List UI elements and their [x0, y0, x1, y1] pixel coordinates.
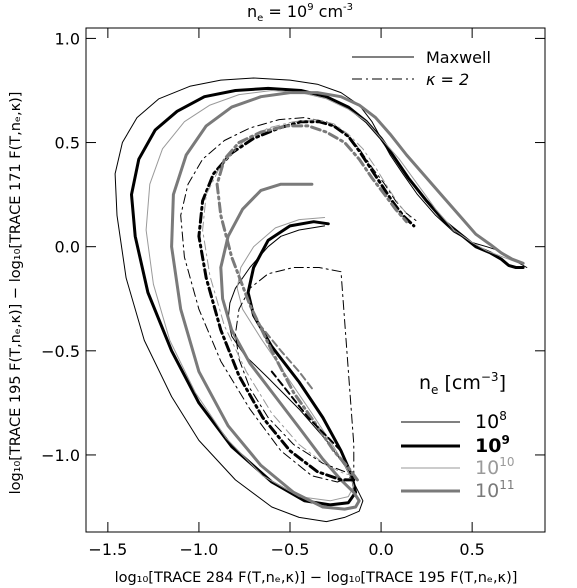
plot-frame	[85, 27, 546, 533]
title-sub: e	[257, 13, 263, 24]
x-tick-label: −0.5	[271, 540, 310, 559]
density-legend-label-1e8: 108	[475, 409, 507, 433]
axes: −1.5 −1.0 −0.5 0.0 0.5 1.0 0.5 0.0 −0.5 −1.0	[41, 28, 545, 559]
x-tick-label: −1.0	[179, 540, 218, 559]
series-line	[197, 120, 416, 482]
x-tick-label: 0.0	[368, 540, 393, 559]
y-tick-label: 1.0	[55, 29, 80, 48]
series-line	[256, 320, 313, 390]
legend-kappa-label: κ = 2	[426, 70, 469, 89]
legend-maxwell-label: Maxwell	[426, 48, 491, 67]
series-line	[215, 124, 409, 482]
title-n: n	[247, 2, 257, 21]
x-tick-label: −1.5	[88, 540, 127, 559]
title-unit: cm	[314, 2, 343, 21]
y-tick-label: 0.0	[55, 238, 80, 257]
density-legend-label-1e11: 1011	[475, 478, 514, 502]
svg-text:ne = 109 cm-3: ne = 109 cm-3	[247, 2, 353, 24]
title-sup: 9	[307, 2, 313, 13]
x-tick-label: 0.5	[459, 540, 484, 559]
series-layer	[114, 77, 528, 523]
series-line	[145, 90, 520, 502]
title-eq: = 10	[263, 2, 307, 21]
y-tick-label: −1.0	[41, 446, 80, 465]
title-unit-sup: -3	[343, 2, 353, 13]
series-line	[130, 86, 525, 507]
style-legend: Maxwell κ = 2	[352, 48, 491, 89]
y-tick-label: 0.5	[55, 134, 80, 153]
y-tick-label: −0.5	[41, 342, 80, 361]
series-line	[114, 77, 528, 523]
density-legend: ne [cm−3] 108 109 1010 1011	[401, 370, 514, 502]
chart-title: ne = 109 cm-3	[247, 2, 353, 24]
series-line	[202, 119, 411, 477]
density-legend-title: ne [cm−3]	[419, 370, 506, 397]
series-line	[170, 91, 525, 511]
series-line	[270, 370, 342, 452]
y-axis-label: log₁₀[TRACE 195 F(T,nₑ,κ)] − log₁₀[TRACE…	[8, 92, 24, 495]
density-legend-label-1e9: 109	[475, 433, 510, 457]
x-axis-label: log₁₀[TRACE 284 F(T,nₑ,κ)] − log₁₀[TRACE…	[115, 570, 518, 586]
density-legend-label-1e10: 1010	[475, 455, 514, 479]
